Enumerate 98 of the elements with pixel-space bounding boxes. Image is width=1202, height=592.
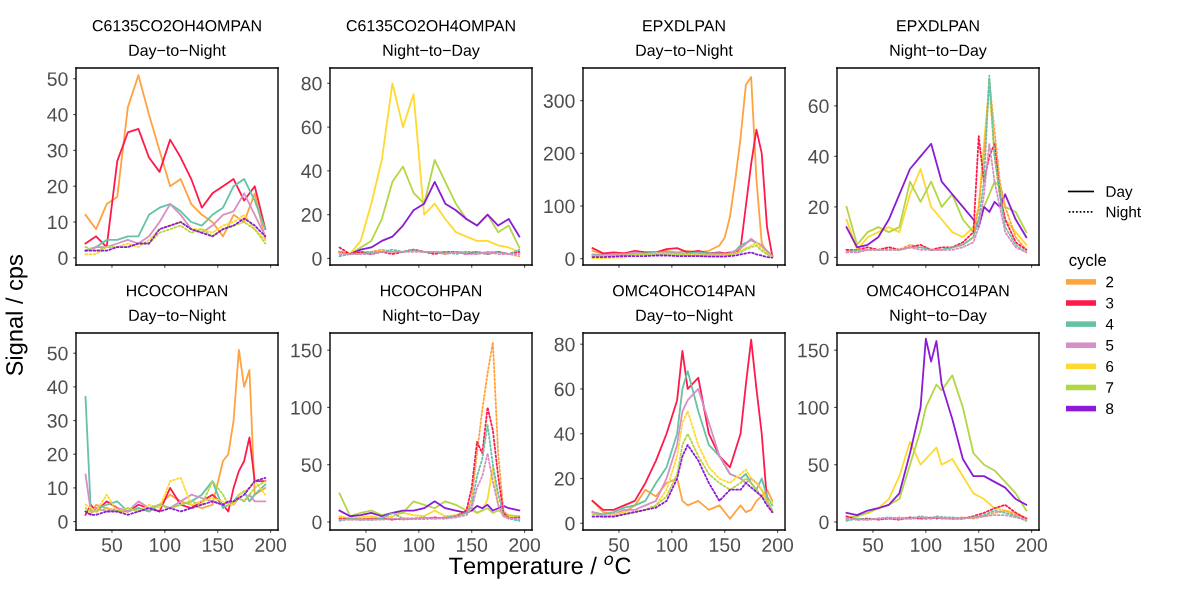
line-series — [84, 127, 267, 248]
chart-title: OMC4OHCO14PAN — [867, 285, 1009, 297]
x-tick-label: 200 — [255, 538, 287, 552]
y-tick-label: 150 — [798, 343, 829, 358]
y-tick-label: 0 — [312, 251, 322, 266]
y-tick-label: 0 — [312, 515, 322, 530]
y-tick-label: 50 — [808, 458, 829, 472]
line-series — [845, 503, 1028, 521]
y-tick-label: 40 — [47, 380, 68, 395]
y-tick-label: 80 — [554, 337, 575, 352]
x-tick-label: 200 — [1016, 538, 1048, 552]
y-tick-label: 20 — [47, 179, 68, 194]
y-tick-label: 60 — [808, 99, 829, 114]
chart-subtitle: Day−to−Night — [636, 309, 733, 325]
line-series — [84, 396, 267, 513]
y-tick-label: 40 — [47, 108, 68, 122]
line-series — [338, 452, 521, 521]
line-series — [84, 74, 267, 241]
y-tick-label: 150 — [291, 343, 322, 358]
x-tick-label: 200 — [509, 538, 541, 552]
x-tick-label: 100 — [404, 538, 435, 552]
y-tick-label: 300 — [543, 94, 575, 108]
chart-title: C6135CO2OH4OMPAN — [92, 20, 261, 32]
legend-label: 4 — [1105, 318, 1114, 330]
legend-label: 7 — [1106, 382, 1114, 393]
chart-subtitle: Night−to−Day — [890, 309, 987, 325]
y-tick-label: 10 — [48, 481, 68, 496]
text: Day — [1106, 186, 1133, 200]
y-tick-label: 0 — [819, 250, 829, 265]
legend-label: 8 — [1106, 403, 1114, 415]
x-tick-label: 50 — [862, 538, 884, 552]
line-series — [845, 337, 1028, 517]
chart-title: EPXDLPAN — [897, 20, 979, 32]
line-series — [338, 180, 521, 255]
y-tick-label: 0 — [819, 515, 829, 530]
legend-label: 6 — [1106, 361, 1114, 372]
x-axis-title: Temperature / $^{o}$C — [449, 555, 631, 579]
y-tick-label: 0 — [565, 516, 575, 531]
x-tick-label: 150 — [202, 538, 234, 552]
chart-subtitle: Day−to−Night — [636, 44, 733, 60]
x-tick-label: 150 — [963, 538, 995, 552]
y-tick-label: 80 — [301, 76, 322, 91]
x-tick-label: 100 — [150, 538, 181, 552]
legend-label: 3 — [1106, 297, 1114, 309]
line-series — [591, 128, 774, 257]
chart-title: HCOCOHPAN — [380, 285, 482, 297]
y-tick-label: 40 — [554, 427, 575, 441]
line-series — [845, 374, 1028, 519]
line-series — [338, 423, 521, 522]
legend-label: 2 — [1106, 276, 1114, 288]
y-tick-label: 50 — [47, 72, 68, 86]
y-tick-label: 60 — [301, 120, 322, 135]
chart-title: C6135CO2OH4OMPAN — [346, 20, 515, 32]
y-tick-label: 200 — [543, 146, 575, 161]
chart-subtitle: Day−to−Night — [129, 309, 226, 325]
y-tick-label: 20 — [808, 200, 829, 215]
line-series — [338, 492, 521, 518]
y-tick-label: 100 — [798, 400, 829, 415]
y-tick-label: 0 — [58, 515, 68, 529]
y-tick-label: 50 — [301, 458, 322, 472]
x-tick-label: 200 — [762, 538, 794, 552]
legend-label: 5 — [1106, 340, 1114, 351]
chart-subtitle: Night−to−Day — [383, 309, 480, 325]
y-tick-label: 30 — [47, 143, 68, 158]
x-tick-label: 100 — [911, 538, 942, 552]
y-tick-label: 10 — [48, 215, 68, 230]
y-tick-label: 30 — [47, 414, 68, 428]
line-series — [338, 500, 521, 518]
chart-subtitle: Night−to−Day — [890, 44, 987, 60]
y-tick-label: 40 — [808, 149, 829, 164]
x-tick-label: 50 — [101, 538, 123, 552]
line-series — [338, 406, 521, 521]
x-tick-label: 150 — [709, 538, 741, 552]
x-tick-label: 50 — [355, 538, 377, 552]
x-tick-label: 150 — [456, 538, 488, 552]
line-series — [84, 436, 267, 516]
y-tick-label: 0 — [565, 252, 575, 266]
chart-title: HCOCOHPAN — [126, 285, 228, 297]
y-tick-label: 20 — [47, 447, 68, 462]
chart-subtitle: Night−to−Day — [383, 44, 480, 60]
y-tick-label: 100 — [291, 400, 322, 415]
chart-title: EPXDLPAN — [643, 20, 725, 32]
y-tick-label: 60 — [554, 382, 575, 397]
line-series — [845, 180, 1028, 246]
legend-title: cycle — [1069, 253, 1106, 270]
y-tick-label: 50 — [47, 346, 68, 361]
y-axis-title: Signal / cps — [5, 255, 28, 376]
chart-subtitle: Day−to−Night — [129, 44, 226, 60]
x-tick-label: 50 — [608, 538, 630, 552]
line-series — [84, 192, 267, 252]
y-tick-label: 100 — [544, 199, 575, 214]
y-tick-label: 40 — [301, 164, 322, 179]
text: Night — [1106, 206, 1141, 221]
y-tick-label: 20 — [554, 471, 575, 486]
chart-title: OMC4OHCO14PAN — [613, 285, 755, 297]
x-tick-label: 100 — [657, 538, 688, 552]
y-tick-label: 0 — [58, 251, 68, 266]
y-tick-label: 20 — [301, 208, 322, 222]
